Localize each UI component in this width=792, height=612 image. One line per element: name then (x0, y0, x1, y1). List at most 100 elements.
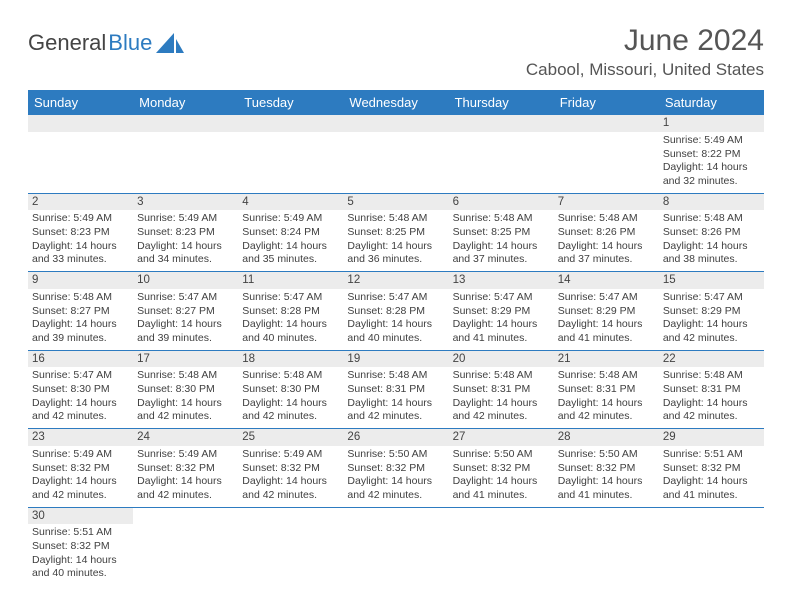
day-details: Sunrise: 5:47 AMSunset: 8:28 PMDaylight:… (242, 291, 339, 346)
calendar-cell: 1 Sunrise: 5:49 AMSunset: 8:22 PMDaylight… (659, 115, 764, 193)
calendar-table: Sunday Monday Tuesday Wednesday Thursday… (28, 90, 764, 585)
day-details: Sunrise: 5:48 AMSunset: 8:31 PMDaylight:… (663, 369, 760, 424)
calendar-cell: 11Sunrise: 5:47 AMSunset: 8:28 PMDayligh… (238, 272, 343, 351)
day-details: Sunrise: 5:48 AMSunset: 8:27 PMDaylight:… (32, 291, 129, 346)
calendar-cell: 25Sunrise: 5:49 AMSunset: 8:32 PMDayligh… (238, 429, 343, 508)
day-details: Sunrise: 5:49 AMSunset: 8:22 PMDaylight:… (663, 134, 760, 189)
day-header: Thursday (449, 90, 554, 115)
day-header: Tuesday (238, 90, 343, 115)
calendar-cell: 14 Sunrise: 5:47 AMSunset: 8:29 PMDayligh… (554, 272, 659, 351)
day-header: Sunday (28, 90, 133, 115)
calendar-cell: 28Sunrise: 5:50 AMSunset: 8:32 PMDayligh… (554, 429, 659, 508)
day-number: 19 (343, 351, 448, 368)
logo-sail-icon (156, 33, 184, 53)
calendar-week-row: 30Sunrise: 5:51 AMSunset: 8:32 PMDayligh… (28, 507, 764, 585)
day-number: 2 (28, 194, 133, 211)
calendar-cell: 29 Sunrise: 5:51 AMSunset: 8:32 PMDayligh… (659, 429, 764, 508)
calendar-cell: 23 Sunrise: 5:49 AMSunset: 8:32 PMDayligh… (28, 429, 133, 508)
day-number: 14 (554, 272, 659, 289)
calendar-cell (28, 115, 133, 193)
calendar-cell: 18Sunrise: 5:48 AMSunset: 8:30 PMDayligh… (238, 350, 343, 429)
day-number: 21 (554, 351, 659, 368)
day-details: Sunrise: 5:47 AMSunset: 8:28 PMDaylight:… (347, 291, 444, 346)
day-details: Sunrise: 5:50 AMSunset: 8:32 PMDaylight:… (558, 448, 655, 503)
day-header: Saturday (659, 90, 764, 115)
calendar-cell (449, 507, 554, 585)
title-block: June 2024 Cabool, Missouri, United State… (526, 24, 764, 86)
day-number: 15 (659, 272, 764, 289)
day-header: Monday (133, 90, 238, 115)
day-number: 24 (133, 429, 238, 446)
calendar-cell (343, 507, 448, 585)
calendar-cell (238, 115, 343, 193)
calendar-cell: 20Sunrise: 5:48 AMSunset: 8:31 PMDayligh… (449, 350, 554, 429)
calendar-cell: 4Sunrise: 5:49 AMSunset: 8:24 PMDaylight… (238, 193, 343, 272)
day-details: Sunrise: 5:48 AMSunset: 8:31 PMDaylight:… (453, 369, 550, 424)
day-details: Sunrise: 5:47 AMSunset: 8:30 PMDaylight:… (32, 369, 129, 424)
calendar-cell (133, 115, 238, 193)
day-number: 10 (133, 272, 238, 289)
day-details: Sunrise: 5:48 AMSunset: 8:31 PMDaylight:… (347, 369, 444, 424)
day-details: Sunrise: 5:49 AMSunset: 8:32 PMDaylight:… (32, 448, 129, 503)
calendar-body: 1 Sunrise: 5:49 AMSunset: 8:22 PMDaylight… (28, 115, 764, 585)
calendar-cell (659, 507, 764, 585)
location-text: Cabool, Missouri, United States (526, 60, 764, 80)
month-title: June 2024 (526, 24, 764, 58)
day-details: Sunrise: 5:49 AMSunset: 8:24 PMDaylight:… (242, 212, 339, 267)
day-details: Sunrise: 5:48 AMSunset: 8:30 PMDaylight:… (137, 369, 234, 424)
day-details: Sunrise: 5:48 AMSunset: 8:26 PMDaylight:… (663, 212, 760, 267)
day-header-row: Sunday Monday Tuesday Wednesday Thursday… (28, 90, 764, 115)
day-number: 4 (238, 194, 343, 211)
day-details: Sunrise: 5:49 AMSunset: 8:23 PMDaylight:… (32, 212, 129, 267)
day-number-empty (238, 115, 343, 132)
calendar-cell (554, 115, 659, 193)
day-number: 27 (449, 429, 554, 446)
day-details: Sunrise: 5:48 AMSunset: 8:31 PMDaylight:… (558, 369, 655, 424)
day-number-empty (449, 115, 554, 132)
day-number: 26 (343, 429, 448, 446)
day-number: 30 (28, 508, 133, 525)
logo-text-blue: Blue (108, 30, 152, 56)
calendar-cell: 6Sunrise: 5:48 AMSunset: 8:25 PMDaylight… (449, 193, 554, 272)
day-number: 18 (238, 351, 343, 368)
day-details: Sunrise: 5:49 AMSunset: 8:23 PMDaylight:… (137, 212, 234, 267)
calendar-cell: 9 Sunrise: 5:48 AMSunset: 8:27 PMDaylight… (28, 272, 133, 351)
day-number: 16 (28, 351, 133, 368)
calendar-cell (554, 507, 659, 585)
day-number: 5 (343, 194, 448, 211)
calendar-cell: 24Sunrise: 5:49 AMSunset: 8:32 PMDayligh… (133, 429, 238, 508)
day-details: Sunrise: 5:51 AMSunset: 8:32 PMDaylight:… (663, 448, 760, 503)
day-number: 25 (238, 429, 343, 446)
calendar-week-row: 2Sunrise: 5:49 AMSunset: 8:23 PMDaylight… (28, 193, 764, 272)
day-details: Sunrise: 5:47 AMSunset: 8:29 PMDaylight:… (663, 291, 760, 346)
day-number: 1 (659, 115, 764, 132)
day-details: Sunrise: 5:47 AMSunset: 8:27 PMDaylight:… (137, 291, 234, 346)
calendar-cell: 21Sunrise: 5:48 AMSunset: 8:31 PMDayligh… (554, 350, 659, 429)
logo: GeneralBlue (28, 30, 184, 56)
calendar-cell: 26Sunrise: 5:50 AMSunset: 8:32 PMDayligh… (343, 429, 448, 508)
calendar-cell: 3Sunrise: 5:49 AMSunset: 8:23 PMDaylight… (133, 193, 238, 272)
day-header: Wednesday (343, 90, 448, 115)
day-number: 23 (28, 429, 133, 446)
calendar-week-row: 16Sunrise: 5:47 AMSunset: 8:30 PMDayligh… (28, 350, 764, 429)
day-number: 22 (659, 351, 764, 368)
day-number: 12 (343, 272, 448, 289)
calendar-week-row: 1 Sunrise: 5:49 AMSunset: 8:22 PMDaylight… (28, 115, 764, 193)
day-details: Sunrise: 5:47 AMSunset: 8:29 PMDaylight:… (558, 291, 655, 346)
day-details: Sunrise: 5:48 AMSunset: 8:25 PMDaylight:… (347, 212, 444, 267)
day-details: Sunrise: 5:48 AMSunset: 8:30 PMDaylight:… (242, 369, 339, 424)
calendar-cell: 2Sunrise: 5:49 AMSunset: 8:23 PMDaylight… (28, 193, 133, 272)
calendar-cell: 17Sunrise: 5:48 AMSunset: 8:30 PMDayligh… (133, 350, 238, 429)
calendar-cell (343, 115, 448, 193)
day-details: Sunrise: 5:50 AMSunset: 8:32 PMDaylight:… (453, 448, 550, 503)
calendar-cell: 7Sunrise: 5:48 AMSunset: 8:26 PMDaylight… (554, 193, 659, 272)
calendar-cell (238, 507, 343, 585)
day-details: Sunrise: 5:48 AMSunset: 8:25 PMDaylight:… (453, 212, 550, 267)
day-number: 9 (28, 272, 133, 289)
day-number: 29 (659, 429, 764, 446)
day-number: 17 (133, 351, 238, 368)
day-number: 7 (554, 194, 659, 211)
calendar-cell: 12 Sunrise: 5:47 AMSunset: 8:28 PMDayligh… (343, 272, 448, 351)
calendar-cell: 8Sunrise: 5:48 AMSunset: 8:26 PMDaylight… (659, 193, 764, 272)
day-details: Sunrise: 5:48 AMSunset: 8:26 PMDaylight:… (558, 212, 655, 267)
